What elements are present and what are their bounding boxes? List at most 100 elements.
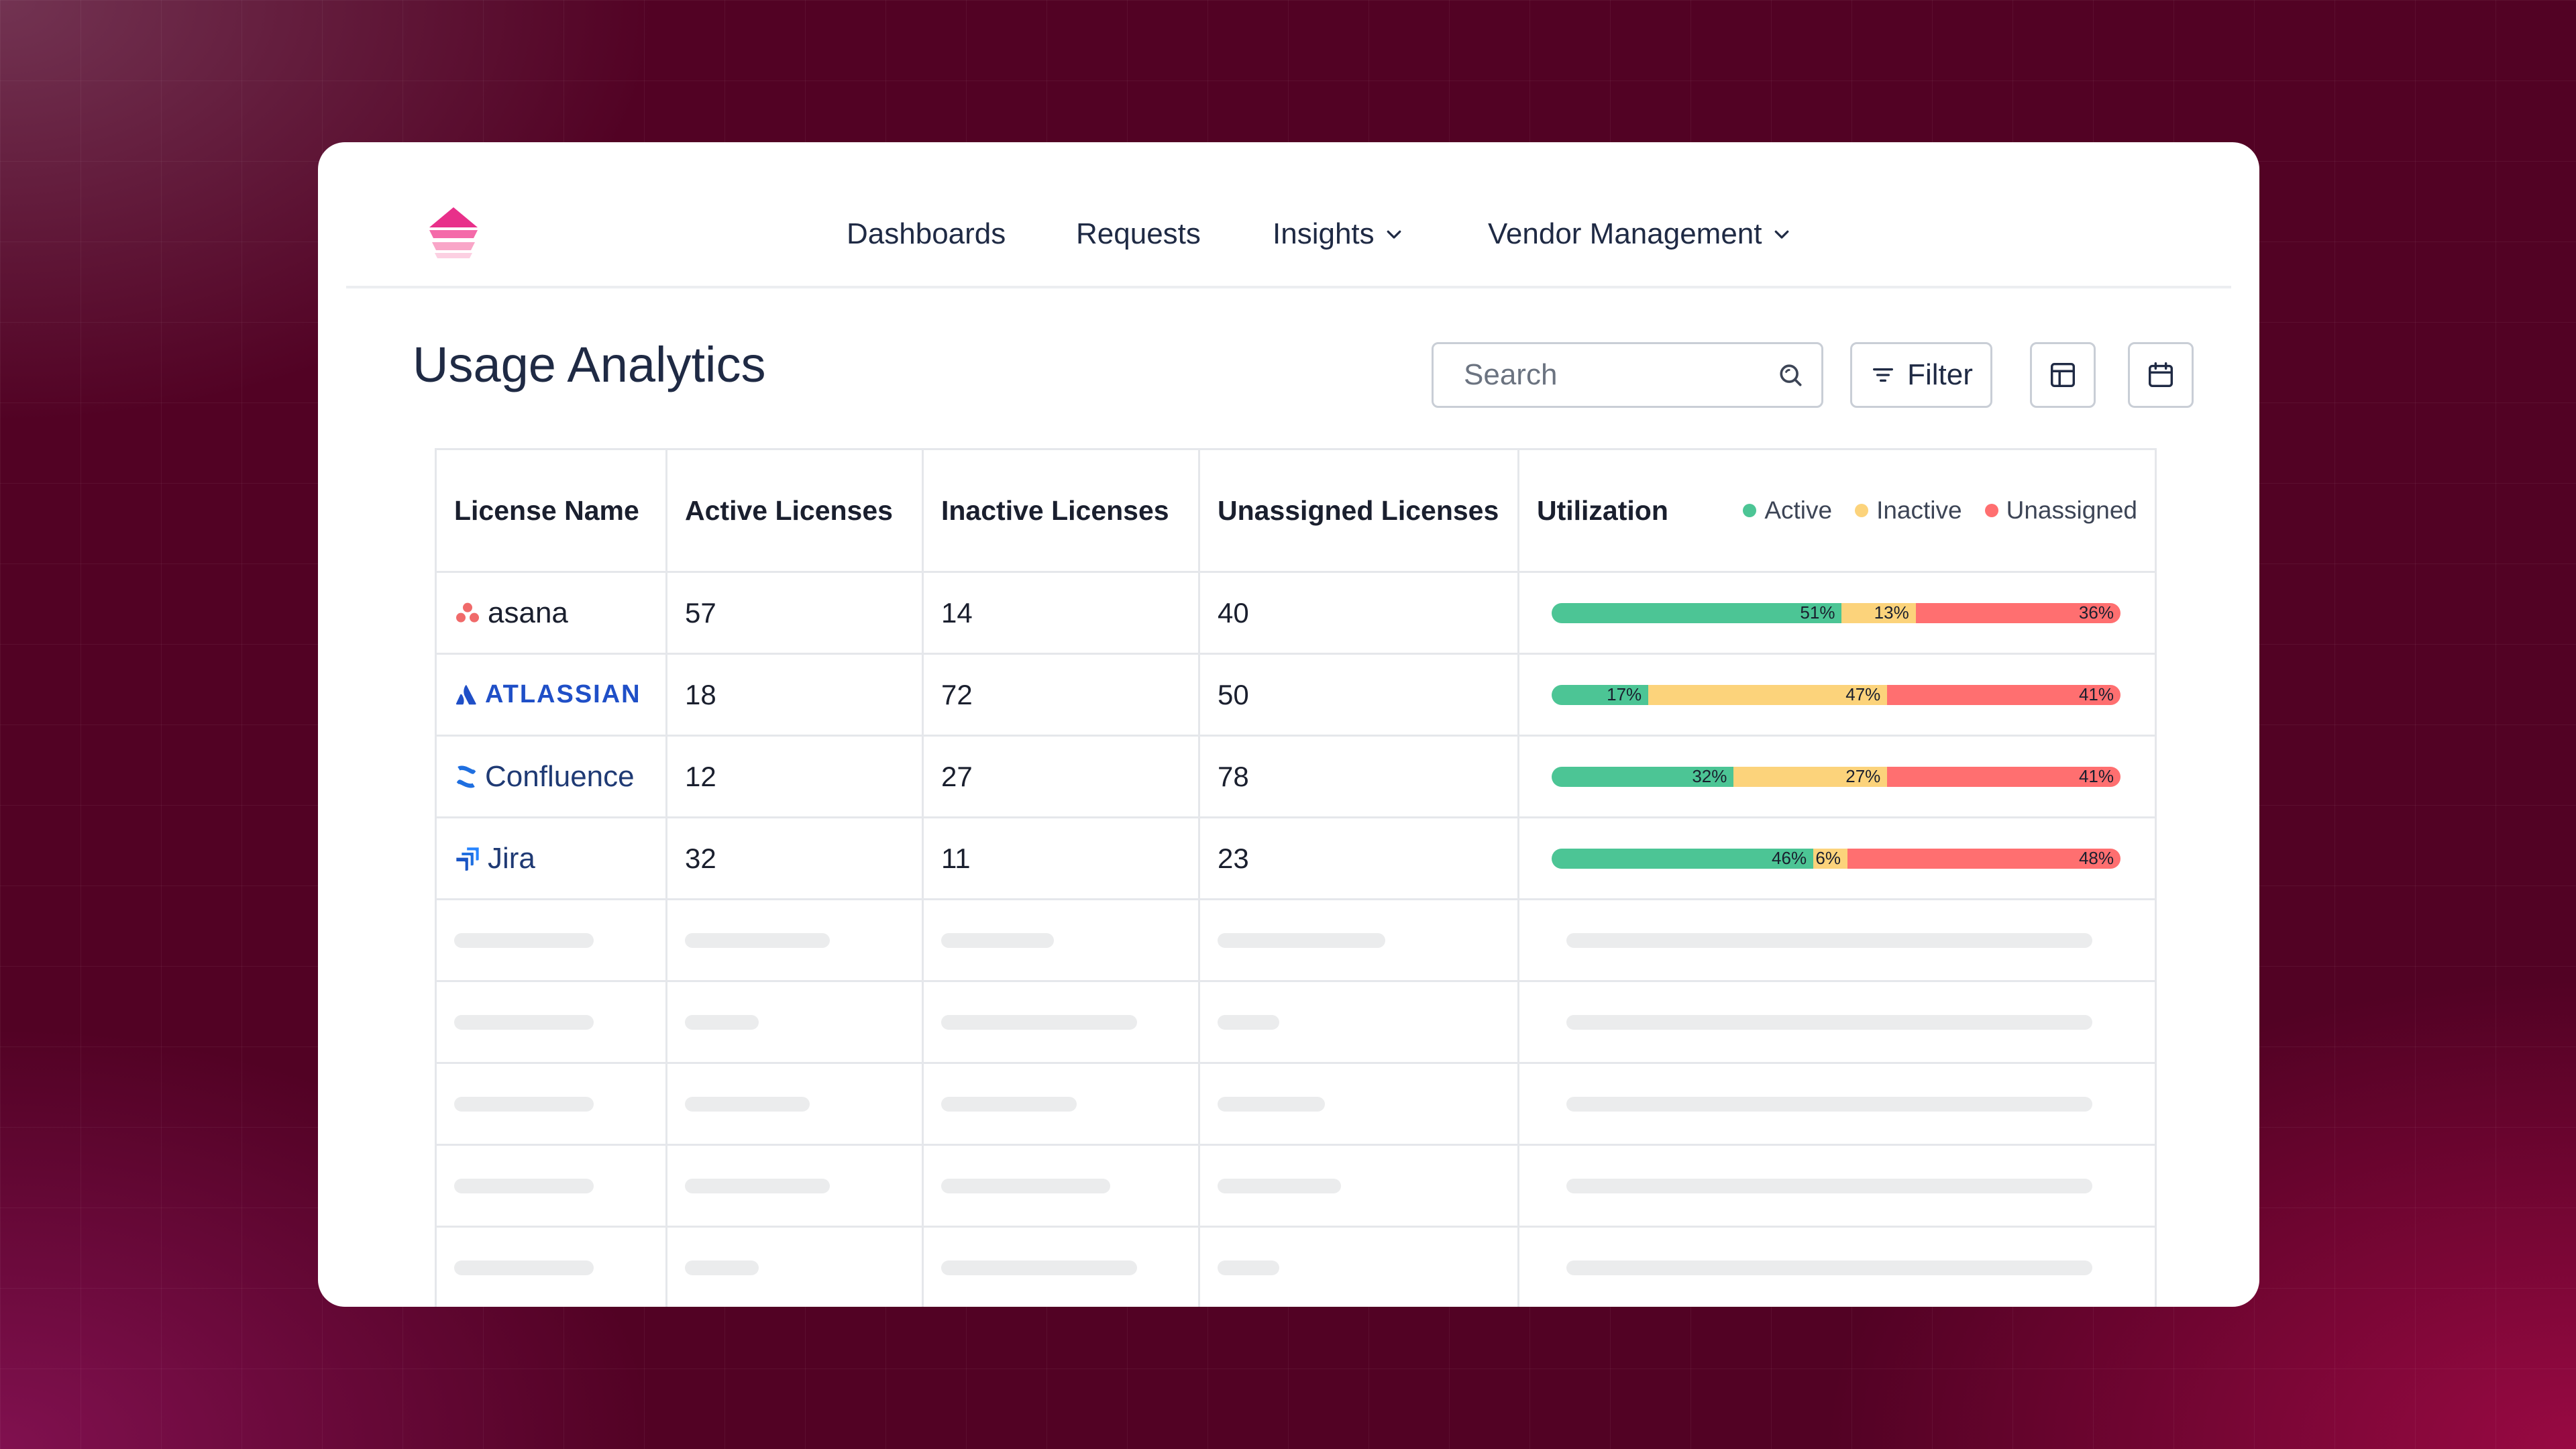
skeleton-row: [435, 980, 2157, 1064]
header-unassigned-licenses[interactable]: Unassigned Licenses: [1198, 448, 1519, 573]
calendar-button[interactable]: [2128, 342, 2194, 408]
skeleton-cell: [1198, 980, 1519, 1064]
utilization-segment-inactive: 47%: [1648, 684, 1888, 705]
utilization-inactive-percent: 47%: [1845, 684, 1881, 705]
skeleton-cell: [922, 1062, 1200, 1146]
app-logo-icon[interactable]: [427, 206, 480, 260]
skeleton-bar: [941, 1096, 1077, 1112]
legend-dot-unassigned: [1984, 504, 1998, 517]
legend-dot-inactive: [1855, 504, 1869, 517]
table-row-confluence[interactable]: Confluence 12 27 78 32% 27% 41%: [435, 735, 2157, 818]
filter-button[interactable]: Filter: [1850, 342, 1992, 408]
utilization-segment-inactive: 6%: [1813, 848, 1847, 869]
skeleton-cell: [1517, 980, 2157, 1064]
search-input[interactable]: [1464, 358, 1776, 392]
chevron-down-icon: [1774, 230, 1788, 239]
header-active-licenses[interactable]: Active Licenses: [665, 448, 924, 573]
inactive-licenses: 11: [922, 816, 1200, 900]
nav-requests-label: Requests: [1076, 217, 1201, 250]
utilization-cell: 17% 47% 41%: [1517, 653, 2157, 737]
utilization-segment-active: 17%: [1552, 684, 1649, 705]
license-name-cell: asana: [435, 571, 667, 655]
utilization-segment-unassigned: 41%: [1887, 684, 2121, 705]
skeleton-cell: [922, 898, 1200, 982]
skeleton-cell: [665, 1144, 924, 1228]
search-icon[interactable]: [1776, 360, 1805, 390]
skeleton-bar: [941, 1014, 1137, 1030]
skeleton-cell: [1517, 1226, 2157, 1307]
nav-vendor-management-label: Vendor Management: [1488, 217, 1762, 250]
nav-dashboards-label: Dashboards: [847, 217, 1006, 250]
skeleton-bar: [941, 1178, 1110, 1193]
skeleton-bar: [1566, 1096, 2092, 1112]
skeleton-bar: [1218, 1260, 1279, 1275]
nav-vendor-management-dropdown[interactable]: Vendor Management: [1488, 217, 1792, 251]
filter-button-label: Filter: [1907, 358, 1973, 391]
skeleton-row: [435, 898, 2157, 982]
license-name: ATLASSIAN: [485, 680, 641, 708]
active-licenses: 12: [665, 735, 924, 818]
utilization-segment-active: 32%: [1552, 766, 1734, 787]
skeleton-bar: [454, 1014, 594, 1030]
utilization-segment-unassigned: 41%: [1887, 766, 2121, 787]
skeleton-cell: [922, 1144, 1200, 1228]
skeleton-bar: [1566, 1014, 2092, 1030]
utilization-bar: 17% 47% 41%: [1552, 684, 2121, 705]
skeleton-bar: [454, 1260, 594, 1275]
skeleton-bar: [941, 932, 1054, 948]
legend-inactive-label: Inactive: [1876, 496, 1962, 524]
license-name: Jira: [488, 841, 535, 875]
legend-active-label: Active: [1764, 496, 1833, 524]
skeleton-bar: [685, 1178, 830, 1193]
header-license-name[interactable]: License Name: [435, 448, 667, 573]
table-row-jira[interactable]: Jira 32 11 23 46% 6% 48%: [435, 816, 2157, 900]
skeleton-bar: [941, 1260, 1137, 1275]
header-inactive-licenses[interactable]: Inactive Licenses: [922, 448, 1200, 573]
skeleton-bar: [1566, 1260, 2092, 1275]
top-navbar: Dashboards Requests Insights Vendor Mana…: [346, 142, 2231, 288]
legend-active: Active: [1743, 496, 1832, 525]
skeleton-bar: [1218, 1178, 1341, 1193]
page-title: Usage Analytics: [413, 337, 766, 392]
nav-insights-dropdown[interactable]: Insights: [1273, 217, 1404, 251]
skeleton-cell: [665, 1226, 924, 1307]
skeleton-bar: [454, 1096, 594, 1112]
active-licenses: 57: [665, 571, 924, 655]
skeleton-cell: [1198, 1144, 1519, 1228]
utilization-segment-inactive: 13%: [1841, 602, 1916, 623]
table-row-atlassian[interactable]: ATLASSIAN 18 72 50 17% 47% 41%: [435, 653, 2157, 737]
table-view-icon: [2050, 362, 2076, 388]
skeleton-cell: [435, 980, 667, 1064]
skeleton-row: [435, 1226, 2157, 1307]
skeleton-bar: [685, 932, 830, 948]
table-row-asana[interactable]: asana 57 14 40 51% 13% 36%: [435, 571, 2157, 655]
asana-logo-icon: [456, 602, 479, 623]
usage-table: License Name Active Licenses Inactive Li…: [435, 448, 2157, 1307]
calendar-icon: [2148, 362, 2174, 388]
skeleton-cell: [665, 1062, 924, 1146]
inactive-licenses: 14: [922, 571, 1200, 655]
utilization-segment-inactive: 27%: [1733, 766, 1888, 787]
header-utilization-label: Utilization: [1537, 494, 1668, 526]
nav-dashboards[interactable]: Dashboards: [847, 217, 1006, 251]
nav-requests[interactable]: Requests: [1076, 217, 1201, 251]
chevron-down-icon: [1387, 230, 1401, 239]
utilization-cell: 51% 13% 36%: [1517, 571, 2157, 655]
utilization-legend: Active Inactive Unassigned: [1743, 496, 2137, 525]
jira-logo-icon: [456, 847, 479, 871]
utilization-active-percent: 32%: [1692, 766, 1727, 787]
license-name: asana: [488, 596, 568, 629]
table-view-button[interactable]: [2030, 342, 2096, 408]
skeleton-row: [435, 1144, 2157, 1228]
unassigned-licenses: 40: [1198, 571, 1519, 655]
skeleton-bar: [685, 1014, 759, 1030]
header-utilization[interactable]: Utilization Active Inactive Unassigned: [1517, 448, 2157, 573]
legend-unassigned-label: Unassigned: [2006, 496, 2137, 524]
search-box[interactable]: [1432, 342, 1823, 408]
utilization-segment-unassigned: 36%: [1915, 602, 2121, 623]
utilization-segment-unassigned: 48%: [1847, 848, 2121, 869]
skeleton-cell: [1517, 1144, 2157, 1228]
utilization-unassigned-percent: 36%: [2078, 602, 2114, 623]
skeleton-bar: [454, 932, 594, 948]
skeleton-cell: [1198, 1062, 1519, 1146]
